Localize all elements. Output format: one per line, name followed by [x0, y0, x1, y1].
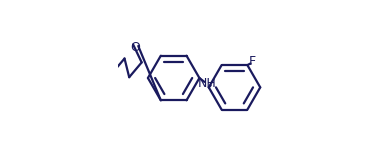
Text: F: F [249, 55, 256, 68]
Text: NH: NH [198, 77, 217, 90]
Text: O: O [131, 41, 140, 54]
